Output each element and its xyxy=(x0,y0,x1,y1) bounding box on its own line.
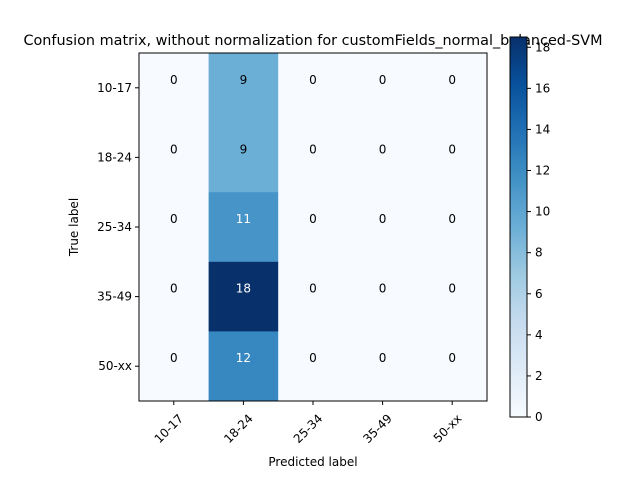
heatmap-cells xyxy=(139,53,488,402)
colorbar-tick-label: 0 xyxy=(535,410,543,424)
heatmap-cell xyxy=(417,331,488,402)
cell-value: 0 xyxy=(379,212,387,226)
heatmap-cell xyxy=(139,53,210,124)
heatmap-cell xyxy=(417,261,488,332)
cell-value: 0 xyxy=(448,73,456,87)
heatmap-cell xyxy=(278,192,349,263)
cell-value: 0 xyxy=(448,351,456,365)
cell-value: 9 xyxy=(240,73,248,87)
x-tick-label: 18-24 xyxy=(221,411,256,446)
heatmap-cell xyxy=(208,331,279,402)
heatmap-cell xyxy=(208,192,279,263)
cell-value: 18 xyxy=(236,282,251,296)
y-axis-label: True label xyxy=(67,198,81,257)
cell-value: 12 xyxy=(236,351,251,365)
cell-value: 0 xyxy=(309,73,317,87)
colorbar-tick-label: 16 xyxy=(535,81,550,95)
heatmap-cell xyxy=(347,192,418,263)
cell-value: 0 xyxy=(448,142,456,156)
colorbar-tick-label: 12 xyxy=(535,164,550,178)
cell-value: 0 xyxy=(170,142,178,156)
x-tick-label: 35-49 xyxy=(360,411,395,446)
y-tick-label: 18-24 xyxy=(97,150,132,164)
heatmap-cell xyxy=(139,192,210,263)
heatmap-cell xyxy=(139,261,210,332)
heatmap-cell xyxy=(139,331,210,402)
heatmap-cell xyxy=(278,261,349,332)
x-axis-ticks: 10-17 18-24 25-34 35-49 50-xx xyxy=(152,401,465,446)
colorbar-tick-label: 8 xyxy=(535,246,543,260)
x-tick-label: 10-17 xyxy=(152,411,187,446)
cell-value: 0 xyxy=(379,142,387,156)
y-tick-label: 50-xx xyxy=(98,359,132,373)
heatmap-cell xyxy=(278,53,349,124)
colorbar-tick-label: 4 xyxy=(535,328,543,342)
heatmap-cell xyxy=(278,331,349,402)
cell-value: 0 xyxy=(379,73,387,87)
y-axis-ticks: 10-17 18-24 25-34 35-49 50-xx xyxy=(97,81,139,373)
heatmap-cell xyxy=(347,53,418,124)
heatmap-cell xyxy=(417,122,488,193)
colorbar-tick-label: 10 xyxy=(535,205,550,219)
cell-value: 0 xyxy=(448,212,456,226)
cell-value: 0 xyxy=(170,282,178,296)
cell-value: 0 xyxy=(170,351,178,365)
colorbar-tick-label: 2 xyxy=(535,369,543,383)
heatmap-cell xyxy=(417,192,488,263)
heatmap-cell xyxy=(347,261,418,332)
cell-value: 0 xyxy=(448,282,456,296)
colorbar-tick-label: 6 xyxy=(535,287,543,301)
colorbar-tick-label: 18 xyxy=(535,40,550,54)
cell-value: 9 xyxy=(240,142,248,156)
cell-value: 0 xyxy=(170,212,178,226)
cell-value: 0 xyxy=(379,282,387,296)
colorbar-tick-label: 14 xyxy=(535,122,550,136)
y-tick-label: 25-34 xyxy=(97,220,132,234)
heatmap-cell xyxy=(208,122,279,193)
y-tick-label: 35-49 xyxy=(97,290,132,304)
heatmap-cell xyxy=(208,261,279,332)
heatmap-cell xyxy=(278,122,349,193)
cell-value: 0 xyxy=(309,142,317,156)
cell-value-labels: 0 9 0 0 0 0 9 0 0 0 0 11 0 0 0 0 18 0 0 0 0 12 0 0 0 xyxy=(170,73,456,365)
colorbar-ticks: 0 2 4 6 8 10 12 14 16 18 xyxy=(527,40,550,424)
y-tick-label: 10-17 xyxy=(97,81,132,95)
cell-value: 0 xyxy=(309,282,317,296)
cell-value: 0 xyxy=(309,351,317,365)
cell-value: 0 xyxy=(170,73,178,87)
cell-value: 0 xyxy=(309,212,317,226)
x-tick-label: 50-xx xyxy=(431,411,465,445)
colorbar xyxy=(509,36,528,418)
cell-value: 11 xyxy=(236,212,251,226)
heatmap-cell xyxy=(417,53,488,124)
heatmap-cell xyxy=(208,53,279,124)
cell-value: 0 xyxy=(379,351,387,365)
heatmap-cell xyxy=(347,122,418,193)
heatmap-cell xyxy=(347,331,418,402)
x-tick-label: 25-34 xyxy=(291,411,326,446)
heatmap-cell xyxy=(139,122,210,193)
x-axis-label: Predicted label xyxy=(268,455,357,469)
chart-title: Confusion matrix, without normalization … xyxy=(23,33,602,49)
